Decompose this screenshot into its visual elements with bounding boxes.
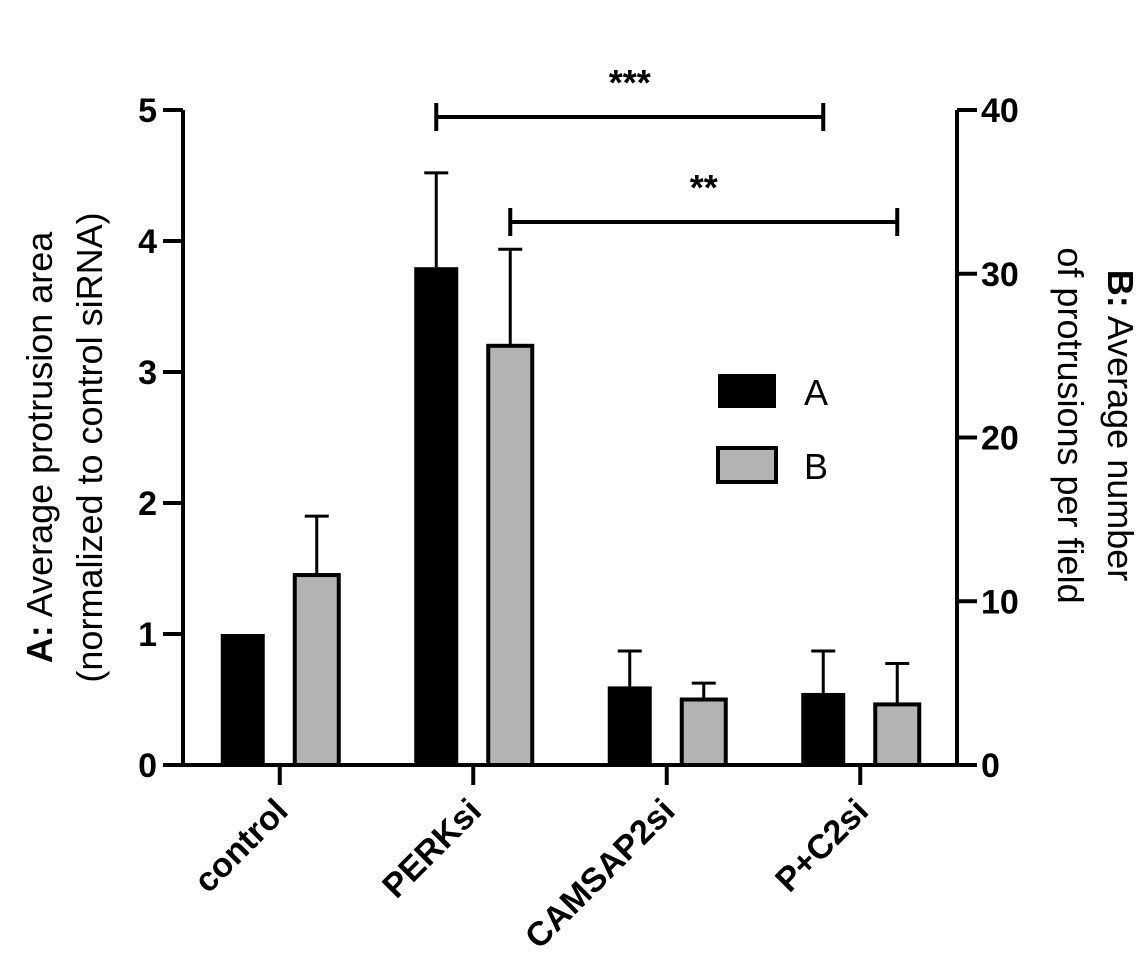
- left-y-tick-label: 5: [138, 92, 157, 130]
- x-category-label: CAMSAP2si: [518, 792, 682, 956]
- significance-label: ***: [609, 62, 651, 103]
- bar-a: [607, 686, 652, 765]
- bar-a: [414, 267, 459, 765]
- right-y-tick-label: 30: [981, 256, 1019, 294]
- bar-b: [679, 697, 728, 767]
- right-axis-title-text: Average number: [1100, 308, 1141, 582]
- left-axis-title: A: Average protrusion area: [19, 231, 60, 664]
- left-y-tick-label: 0: [138, 747, 157, 785]
- left-y-tick-label: 4: [138, 223, 157, 261]
- legend-swatch-a: [718, 374, 776, 408]
- bar-a: [801, 692, 846, 765]
- left-y-tick-label: 2: [138, 485, 157, 523]
- right-y-tick-label: 10: [981, 583, 1019, 621]
- right-axis-title-line2: of protrusions per field: [1050, 247, 1091, 603]
- bar-b: [292, 573, 341, 767]
- bar-a: [220, 634, 265, 765]
- right-y-tick-label: 40: [981, 92, 1019, 130]
- legend-label-b: B: [804, 446, 828, 487]
- legend-swatch-b: [716, 446, 778, 484]
- x-category-label: control: [187, 792, 295, 900]
- x-category-label: P+C2si: [768, 792, 876, 900]
- significance-label: **: [690, 167, 718, 208]
- right-axis-title-bold: B:: [1100, 270, 1141, 308]
- left-axis-title-bold: A:: [19, 625, 60, 663]
- bar-b: [873, 702, 922, 767]
- left-y-tick-label: 3: [138, 354, 157, 392]
- right-axis-title: B: Average number: [1100, 270, 1141, 582]
- legend-label-a: A: [804, 372, 828, 413]
- x-category-label: PERKsi: [375, 792, 489, 906]
- left-y-tick-label: 1: [138, 616, 157, 654]
- left-axis-title-line2: (normalized to control siRNA): [69, 212, 110, 682]
- right-y-tick-label: 20: [981, 420, 1019, 458]
- bar-b: [486, 343, 535, 767]
- right-y-tick-label: 0: [981, 747, 1000, 785]
- left-axis-title-text: Average protrusion area: [19, 231, 60, 626]
